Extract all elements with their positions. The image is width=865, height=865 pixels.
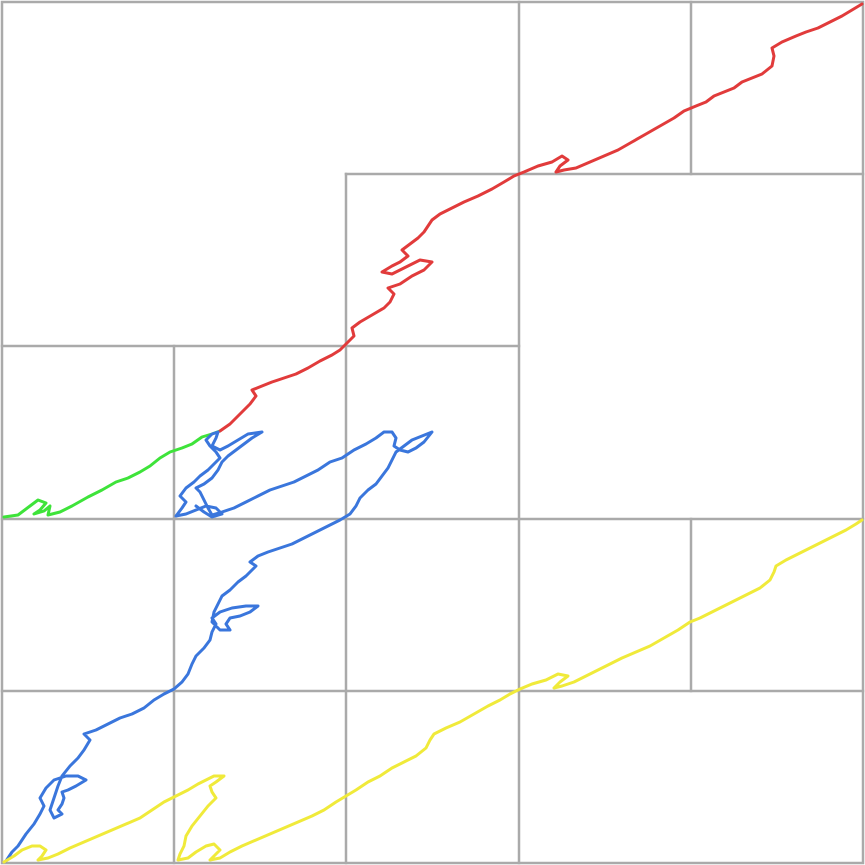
blue-curve: [4, 430, 434, 863]
red-curve: [218, 2, 864, 433]
green-curve: [2, 429, 222, 519]
yellow-curve: [2, 518, 864, 864]
